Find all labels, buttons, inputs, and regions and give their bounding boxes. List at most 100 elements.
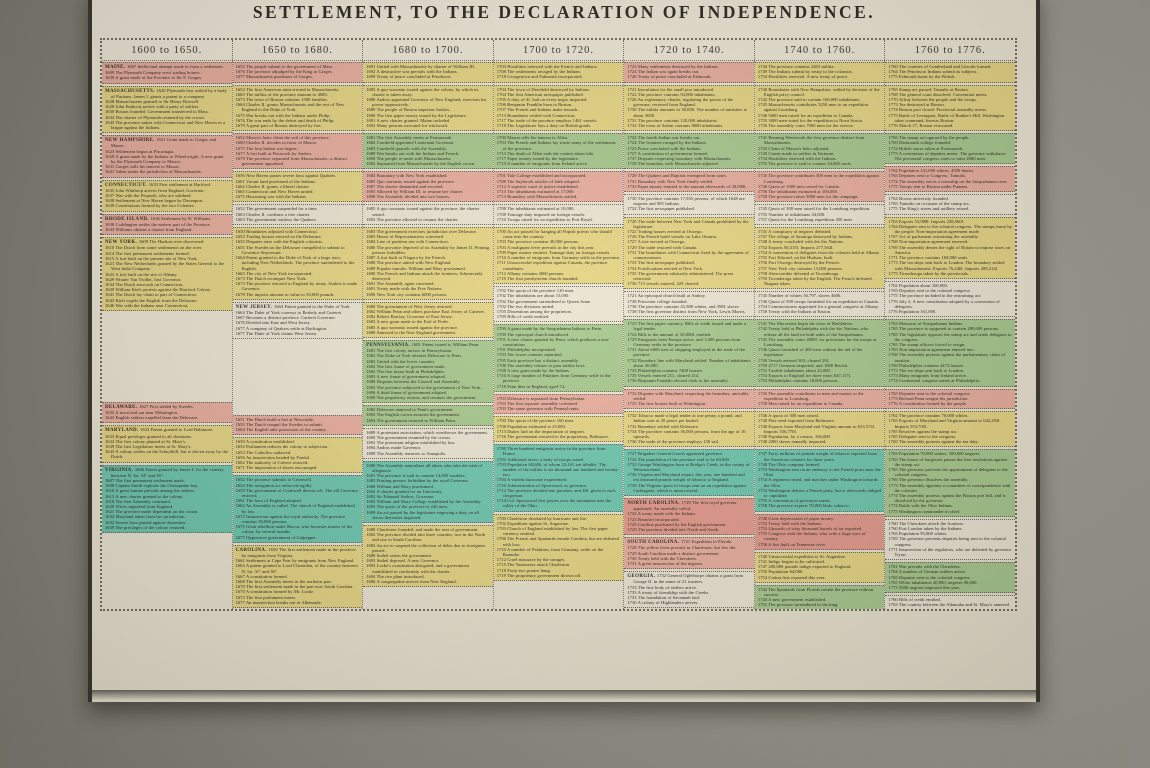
chronology-entry: 1718 Georgetown and Falmouth incorporate… (496, 74, 583, 80)
colony-cell-pennsylvania: PENNSYLVANIA. 1681 Patent issued to Will… (363, 339, 493, 404)
chronology-entry: 1752 Exports 80,315l. Imports 277,564l. (757, 244, 834, 250)
chronology-entry: 1693 William and Mary College establishe… (366, 499, 482, 505)
colony-cell: 1760 The Cherokees attack the frontiers.… (885, 518, 1015, 561)
chart-paper: SETTLEMENT, TO THE DECLARATION OF INDEPE… (88, 0, 1040, 702)
chronology-entry: 1740 Boundaries with New Hampshire, sett… (757, 86, 880, 97)
chronology-entry: 1688 William and Mary proclaimed. (366, 483, 434, 489)
chronology-entry: 1729 The province divided into North and… (627, 527, 720, 533)
chronology-entry: 1678 The imports amount in value to 50,0… (235, 291, 335, 297)
colony-cell: 1656 New Haven passes severe laws agains… (232, 171, 363, 203)
chronology-entry: 1614 The first permanent settlements for… (105, 250, 190, 256)
chronology-entry: 1768 The assembly protests against the p… (888, 352, 1006, 363)
chronology-entry: 1773 Many emigrants from Ireland arrive. (888, 373, 968, 379)
chronology-entry: 1680 The Assembly naturalizes all aliens… (366, 462, 483, 473)
chronology-entry: 1748 Exports from Maryland and Virginia … (757, 423, 876, 434)
colony-cell: 1703 Delaware is separated from Pennsylv… (493, 393, 624, 415)
colony-cell: 1720 The trade between New York and Cana… (624, 216, 754, 290)
period-header: 1680 to 1700. (363, 40, 494, 60)
chronology-entry: 1663 The government outlaws the Quakers. (235, 216, 317, 222)
chronology-entry: 1733 A treaty of friendship with the Cre… (627, 589, 710, 595)
chronology-entry: 1726 An explanatory charter, regulating … (627, 97, 734, 108)
chronology-entry: 1696 A third frame of government adopted… (366, 389, 448, 395)
chronology-entry: 1708 A new grant made by the Indians. (496, 367, 571, 373)
chronology-entry: 1764 The Penobscot Indians submit as sub… (888, 69, 978, 75)
colony-cell: 1684 Boundary with New York established.… (363, 171, 493, 203)
colony-cell: 1682 Delaware annexed to Penn's governme… (363, 405, 493, 426)
chronology-entry: 1707 The French and Indians make inroads… (496, 107, 579, 113)
chronology-entry: 1731 The boundaries with Connecticut fix… (627, 249, 749, 261)
chronology-entry: 1738 The province contains 43,388 whites… (627, 303, 740, 309)
chronology-entry: 1643 Williams obtains a charter from Eng… (105, 227, 193, 233)
blank-region (233, 341, 363, 413)
chronology-entry: 1732 George Washington born at Bridge's … (627, 461, 750, 472)
chronology-entry: 1652 The people submit to the government… (235, 64, 334, 69)
chronology-entry: 1732 Boundary line with Maryland settled… (627, 357, 751, 368)
chronology-entry: 1661 The laws of England adopted. (235, 498, 302, 504)
colony-name: PENNSYLVANIA. (366, 342, 412, 348)
chronology-entry: 1719 The proprietary government thrown o… (496, 572, 582, 578)
chronology-entry: 1660 Charles II. decides in favor of Mas… (235, 140, 317, 146)
colony-cell-delaware: DELAWARE. 1627 First settled by Swedes. 1… (102, 401, 232, 424)
chronology-entry: 1735 Vessels entered 211, cleared 214. (627, 373, 700, 379)
chronology-entry: 1652 Mason's heirs claim the soil of thi… (235, 135, 330, 141)
chronology-entry: MARYLAND. 1632 Patent granted to Lord Ba… (105, 427, 214, 434)
blank-region (102, 535, 232, 608)
colony-name: NEW YORK. (105, 240, 139, 246)
chronology-entry: 1702 Expedition against St. Augustine. (496, 520, 570, 526)
chronology-entry: 1732 Disputes with Maryland, respecting … (627, 390, 749, 401)
chronology-entry: 1659 The government of Cromwell thrown o… (235, 487, 359, 498)
chronology-entry: PENNSYLVANIA. 1681 Patent issued to Will… (366, 341, 480, 348)
chronology-entry: 1607 The first permanent settlement made… (105, 478, 185, 484)
chronology-entry: 1759 Ticonderoga taken by the English. T… (757, 275, 873, 287)
chronology-entry: 1708 The Saybrook articles of faith adop… (496, 178, 580, 184)
chronology-entry: 1708 The settlements ravaged by the Indi… (496, 69, 582, 75)
chronology-entry: 1730 The militia amounts to 30,000. The … (627, 107, 747, 118)
chronology-entry: 1682 The province divided into three cou… (366, 532, 486, 543)
colony-name: SOUTH CAROLINA. (627, 540, 681, 546)
chronology-entry: 1745 Massachusetts contributes 3250 men … (757, 102, 868, 113)
period-header: 1600 to 1650. (102, 40, 233, 60)
chronology-entry: 1727 A fort erected at Oswego. (627, 239, 686, 245)
chronology-entry: 1693 Locke's constitution abrogated, and… (366, 563, 470, 574)
chronology-entry: 1773 Tea destroyed at Boston. (888, 102, 945, 108)
chronology-entry: 1702 Additional taxes; a body of troops … (496, 456, 585, 462)
chronology-entry: 1682 The first frame of government made. (366, 363, 446, 369)
chronology-entry: 1668 The first Assembly meets in the nor… (235, 578, 332, 584)
chronology-entry: 1705 A duty of 4l. laid on every negro i… (496, 97, 588, 103)
chronology-entry: 1692 The province subjected to the gover… (366, 384, 482, 390)
chronology-entry: 1675 The first Indian war begins. (235, 145, 298, 151)
colony-cell: 1763 Population 70,000 whites, 100,000 n… (885, 449, 1015, 517)
chronology-entry: 1680 The government of West Jersey resto… (366, 303, 453, 309)
chronology-entry: 1764 Brown university founded. (888, 196, 949, 202)
chronology-entry: 1765 Deputies sent to the colonial congr… (888, 574, 971, 580)
chronology-entry: 1734 The province contains 36,000 person… (627, 428, 746, 439)
chronology-entry: 1623 Settlement begun at Piscataqua. (105, 148, 175, 154)
chronology-entry: 1673 The Dutch reconquer New York. (235, 275, 307, 281)
chronology-entry: 1637 War with the Pequods, who are subdu… (105, 193, 192, 199)
chronology-entry: 1754 A regiment raised, and marches unde… (757, 477, 878, 488)
colony-name: VIRGINIA. (105, 467, 135, 473)
chronology-entry: 1656 New Haven passes severe laws agains… (235, 173, 337, 179)
chronology-entry: 1765 Resolves against the stamp act. (888, 428, 958, 434)
chronology-entry: 1728 The yellow fever prevails in Charle… (627, 545, 737, 551)
chronology-entry: 1692 The protestant religion established… (366, 440, 456, 446)
timeline-column: 1691 United with Massachusetts by charte… (363, 61, 494, 609)
chronology-entry: 1681 The first colony arrives in Pennsyl… (366, 348, 453, 354)
chronology-entry: 1774 Boston port closed. Provincial asse… (888, 107, 987, 113)
period-header: 1740 to 1760. (755, 40, 886, 60)
chronology-entry: 1661 Settlement at Cape Fear by emigrant… (235, 558, 355, 564)
chronology-entry: 1735 The government arbitrarily administ… (627, 270, 734, 281)
chronology-entry: 1732 Tobacco made a legal tender at one … (627, 413, 742, 424)
chronology-entry: 1720 The trade between New York and Cana… (627, 218, 749, 229)
chronology-entry: 1727 Brigadier General Gooch appointed g… (627, 451, 723, 457)
chronology-entry: 1769 The assembly denies the right of Br… (888, 244, 1011, 255)
chronology-entry: 1713 Boundaries settled with Connecticut… (496, 112, 576, 118)
chronology-entry: 1745 Quota of 300 men raised for the Lou… (757, 206, 871, 212)
chronology-entry: 1703 Population 60,606, of whom 23,161 a… (496, 461, 620, 478)
chronology-entry: 1769 Dartmouth college founded. (888, 140, 952, 146)
chronology-entry: 1741 A conspiracy of negroes defeated. (757, 229, 832, 235)
chronology-entry: 1699 Treaty of peace concluded at Penobs… (366, 74, 452, 80)
chronology-entry: 1723 Many settlements destroyed by the I… (627, 64, 719, 69)
chronology-entry: 1662 Charles II. grants a liberal charte… (235, 183, 310, 189)
